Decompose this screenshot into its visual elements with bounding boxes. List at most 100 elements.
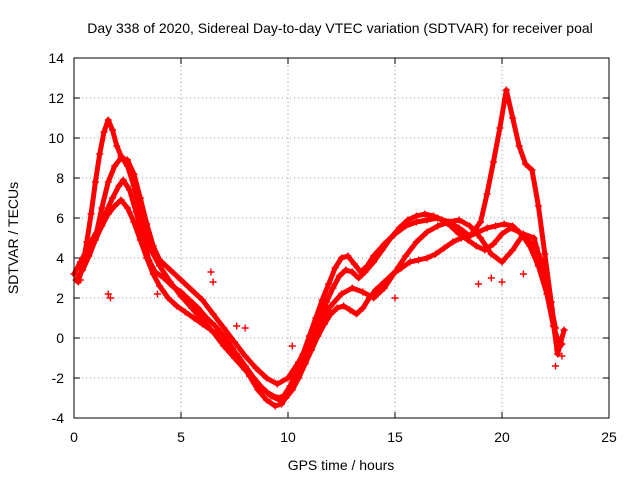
data-point-plus-marker [372,286,380,294]
data-point-plus-marker [412,238,420,246]
data-point-plus-marker [295,374,303,382]
data-point-plus-marker [457,234,465,242]
data-point-plus-marker [271,402,279,410]
data-point-plus-marker [327,302,335,310]
data-point-plus-marker [288,342,296,350]
data-point-plus-marker [136,236,144,244]
y-tick-label: 4 [56,250,64,266]
data-point-plus-marker [76,276,84,284]
data-point-plus-marker [352,310,360,318]
y-tick-label: 10 [48,130,64,146]
data-point-plus-marker [126,186,134,194]
data-point-plus-marker [252,364,260,372]
data-point-plus-marker [254,386,262,394]
data-point-plus-marker [323,298,331,306]
data-point-plus-marker [541,274,549,282]
data-point-plus-marker [113,142,121,150]
data-point-plus-marker [325,280,333,288]
data-point-plus-marker [423,216,431,224]
data-point-plus-marker [515,142,523,150]
data-point-plus-marker [530,234,538,242]
data-point-plus-marker [207,268,215,276]
data-point-plus-marker [282,394,290,402]
data-point-plus-marker [301,360,309,368]
data-point-plus-marker [359,288,367,296]
data-point-plus-marker [423,228,431,236]
data-point-plus-marker [111,162,119,170]
data-point-plus-marker [404,216,412,224]
series-trace [92,155,558,387]
data-point-plus-marker [335,272,343,280]
data-point-plus-marker [316,318,324,326]
y-tick-label: 0 [56,330,64,346]
data-point-plus-marker [402,252,410,260]
data-point-plus-marker [156,262,164,270]
data-point-plus-marker [489,158,497,166]
data-point-plus-marker [104,290,112,298]
data-point-plus-marker [190,314,198,322]
data-point-plus-marker [124,156,131,164]
data-point-plus-marker [241,324,249,332]
data-point-plus-marker [115,182,123,190]
data-point-plus-marker [534,202,542,210]
data-point-plus-marker [502,86,510,94]
data-point-plus-marker [156,256,164,264]
data-point-plus-marker [267,392,275,400]
y-tick-label: -2 [52,370,65,386]
data-point-plus-marker [91,178,99,186]
data-point-plus-marker [348,268,356,276]
data-point-plus-marker [421,210,429,218]
data-point-plus-marker [483,190,491,198]
data-point-plus-marker [406,258,414,266]
data-point-plus-marker [177,292,185,300]
data-point-plus-marker [526,242,534,250]
data-point-plus-marker [117,196,125,204]
data-point-plus-marker [498,230,506,238]
data-point-plus-marker [412,218,420,226]
data-point-plus-marker [357,268,365,276]
axis-ticks: 0 5 10 15 20 25 -4 -2 0 2 4 6 8 10 12 14 [48,50,617,445]
data-point-plus-marker [198,320,206,328]
data-point-plus-marker [284,374,292,382]
data-point-plus-marker [104,210,112,218]
x-tick-label: 20 [494,429,510,445]
plot-frame [73,57,610,419]
data-point-plus-marker [149,242,157,250]
series-3 [72,196,564,404]
data-point-plus-marker [194,304,202,312]
data-point-plus-marker [380,284,388,292]
x-tick-label: 10 [280,429,296,445]
data-point-plus-marker [558,352,566,360]
data-point-plus-marker [496,124,504,132]
series-trace [75,87,565,401]
data-point-plus-marker [198,296,206,304]
data-point-plus-marker [412,212,420,220]
data-point-plus-marker [241,362,249,370]
data-point-plus-marker [415,256,423,264]
data-point-plus-marker [156,282,164,290]
data-point-plus-marker [519,270,527,278]
data-point-plus-marker [149,270,157,278]
data-point-plus-marker [342,266,350,274]
data-point-plus-marker [492,222,500,230]
data-point-plus-marker [119,176,127,184]
data-point-plus-marker [314,332,322,340]
data-point-plus-marker [432,250,440,258]
data-point-plus-marker [363,262,371,270]
data-point-plus-marker [166,266,174,274]
data-point-plus-marker [188,304,196,312]
data-point-plus-marker [188,286,196,294]
y-tick-label: 14 [48,50,64,66]
data-point-plus-marker [100,128,108,136]
x-tick-label: 15 [387,429,403,445]
data-point-plus-marker [370,294,378,302]
data-point-plus-marker [477,234,485,242]
data-point-plus-marker [104,178,112,186]
data-point-plus-marker [487,274,495,282]
data-point-plus-marker [233,322,241,330]
data-point-plus-marker [487,250,495,258]
data-point-plus-marker [522,160,530,168]
data-point-plus-marker [143,220,151,228]
data-point-plus-marker [224,340,232,348]
data-point-plus-marker [370,252,378,260]
